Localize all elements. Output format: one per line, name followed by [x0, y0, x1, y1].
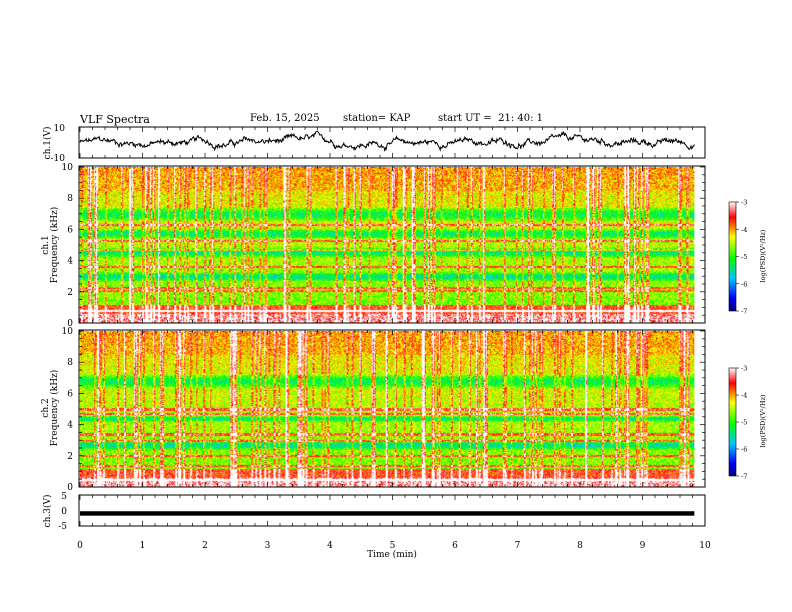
- colorbar-tick-label: -5: [741, 253, 747, 261]
- ch2-colorbar: -3 -4 -5 -6 -7 log(PSD)(V²/Hz): [728, 365, 767, 481]
- colorbar-tick-label: -6: [741, 280, 747, 288]
- y-tick-label: 2: [67, 288, 73, 298]
- colorbar-tick-label: -5: [741, 419, 747, 427]
- start-time-label: start UT = 21: 40: 1: [438, 113, 544, 124]
- x-tick-label: 4: [327, 541, 333, 551]
- ch1-trace: [79, 130, 695, 152]
- y-tick-label: 8: [67, 194, 73, 204]
- colorbar-tick-label: -6: [741, 446, 747, 454]
- x-axis-label: Time (min): [367, 549, 417, 560]
- ch1-panel: 10 -10 ch.1(V): [42, 124, 706, 164]
- y-tick-label: 10: [62, 163, 74, 173]
- ch2-channel-label: ch.2: [41, 398, 51, 417]
- ch1-colorbar-label: log(PSD)(V²/Hz): [759, 229, 767, 282]
- colorbar-tick-label: -4: [741, 392, 747, 400]
- ch2-colorbar-bar: [728, 367, 737, 477]
- colorbar-tick-label: -7: [741, 308, 747, 316]
- x-axis-tick-labels: 0 1 2 3 4 5 6 7 8 9 10: [77, 541, 711, 551]
- ch3-ytick-top: 5: [61, 492, 67, 502]
- ch2-colorbar-ticks: -3 -4 -5 -6 -7: [736, 365, 747, 481]
- colorbar-tick-label: -3: [741, 365, 747, 373]
- ch2-spectrogram-image: [80, 331, 695, 487]
- ch1-frame: [78, 126, 706, 159]
- ch1-ytick-bottom: -10: [51, 154, 66, 164]
- ch1-channel-label: ch.1: [41, 235, 51, 254]
- ch1-colorbar-ticks: -3 -4 -5 -6 -7: [736, 199, 747, 316]
- ch3-ylabel: ch.3(V): [42, 495, 53, 528]
- y-tick-label: 10: [62, 327, 74, 337]
- y-tick-label: 8: [67, 358, 73, 368]
- colorbar-tick-label: -3: [741, 199, 747, 207]
- x-tick-label: 0: [77, 541, 83, 551]
- ch3-frame: [78, 494, 706, 527]
- y-tick-label: 4: [67, 421, 73, 431]
- ch2-spec-frame: [78, 329, 706, 488]
- x-tick-label: 6: [452, 541, 458, 551]
- station-label: station= KAP: [343, 113, 411, 124]
- ch1-ytick-top: 10: [54, 124, 66, 134]
- ch3-ytick-mid: 0: [61, 507, 67, 517]
- ch1-ylabel: ch.1(V): [42, 127, 53, 160]
- ch1-colorbar-bar: [728, 201, 737, 312]
- ch1-freq-label: Frequency (kHz): [49, 207, 60, 284]
- y-tick-label: 0: [67, 319, 73, 329]
- ch1-spectrogram-image: [80, 167, 695, 323]
- ch2-colorbar-label: log(PSD)(V²/Hz): [759, 394, 767, 447]
- ch2-spectrogram-panel: 0 2 4 6 8 10 ch.2 Frequency (kHz) -3 -4 -5 -6 -7 …: [41, 327, 767, 493]
- ch1-colorbar: -3 -4 -5 -6 -7 log(PSD)(V²/Hz): [728, 199, 767, 316]
- x-tick-label: 2: [202, 541, 208, 551]
- x-tick-label: 8: [577, 541, 583, 551]
- y-tick-label: 4: [67, 257, 73, 267]
- y-tick-label: 0: [67, 483, 73, 493]
- y-tick-label: 2: [67, 452, 73, 462]
- figure-title: VLF Spectra: [80, 113, 150, 126]
- x-tick-label: 10: [699, 541, 711, 551]
- x-tick-label: 3: [265, 541, 271, 551]
- y-tick-label: 6: [67, 225, 73, 235]
- ch3-trace: [80, 511, 695, 516]
- ch3-ticks: [79, 495, 706, 526]
- ch2-spec-xticks: [79, 330, 706, 487]
- y-tick-label: 6: [67, 389, 73, 399]
- ch2-freq-label: Frequency (kHz): [49, 370, 60, 447]
- ch3-panel: 5 0 -5 ch.3(V): [42, 492, 706, 532]
- x-tick-label: 5: [390, 541, 396, 551]
- colorbar-tick-label: -7: [741, 473, 747, 481]
- ch3-ytick-bottom: -5: [58, 522, 67, 532]
- date-label: Feb. 15, 2025: [250, 113, 320, 124]
- ch2-spec-yticks: 0 2 4 6 8 10: [62, 327, 705, 493]
- ch1-ticks: [79, 127, 706, 158]
- x-tick-label: 9: [640, 541, 646, 551]
- ch1-spec-frame: [78, 165, 706, 324]
- ch1-spectrogram-panel: 0 2 4 6 8 10 ch.1 Frequency (kHz) -3 -4 -5 -6 -7 …: [41, 163, 767, 329]
- ch1-spec-xticks: [79, 166, 706, 323]
- x-tick-label: 1: [140, 541, 146, 551]
- x-tick-label: 7: [515, 541, 521, 551]
- colorbar-tick-label: -4: [741, 226, 747, 234]
- ch1-spec-yticks: 0 2 4 6 8 10: [62, 163, 705, 329]
